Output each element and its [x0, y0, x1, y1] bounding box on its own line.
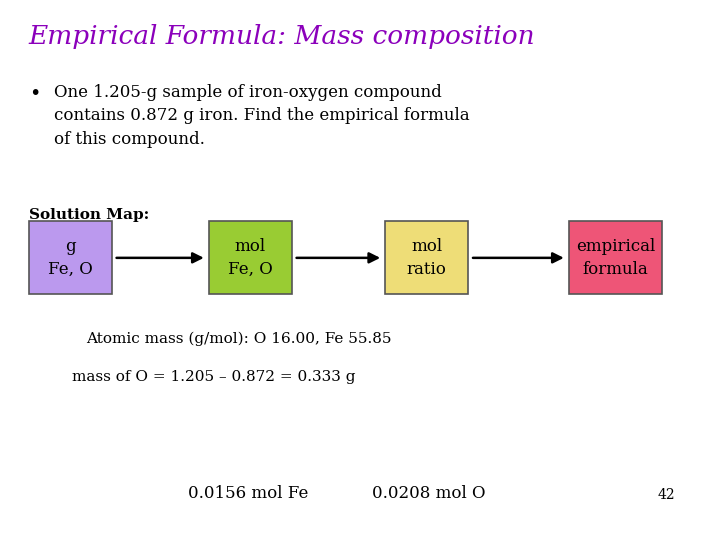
Text: mol
Fe, O: mol Fe, O [228, 238, 273, 278]
FancyBboxPatch shape [569, 221, 662, 294]
Text: g
Fe, O: g Fe, O [48, 238, 93, 278]
Text: One 1.205-g sample of iron-oxygen compound
contains 0.872 g iron. Find the empir: One 1.205-g sample of iron-oxygen compou… [54, 84, 469, 148]
Text: Solution Map:: Solution Map: [29, 208, 149, 222]
Text: Atomic mass (g/mol): O 16.00, Fe 55.85: Atomic mass (g/mol): O 16.00, Fe 55.85 [86, 332, 392, 347]
Text: Empirical Formula: Mass composition: Empirical Formula: Mass composition [29, 24, 536, 49]
Text: empirical
formula: empirical formula [576, 238, 655, 278]
FancyBboxPatch shape [29, 221, 112, 294]
Text: 42: 42 [657, 488, 675, 502]
Text: •: • [29, 84, 40, 103]
Text: mol
ratio: mol ratio [407, 238, 446, 278]
FancyBboxPatch shape [209, 221, 292, 294]
Text: 0.0156 mol Fe: 0.0156 mol Fe [188, 485, 309, 502]
Text: 0.0208 mol O: 0.0208 mol O [372, 485, 485, 502]
Text: mass of O = 1.205 – 0.872 = 0.333 g: mass of O = 1.205 – 0.872 = 0.333 g [72, 370, 356, 384]
FancyBboxPatch shape [385, 221, 468, 294]
